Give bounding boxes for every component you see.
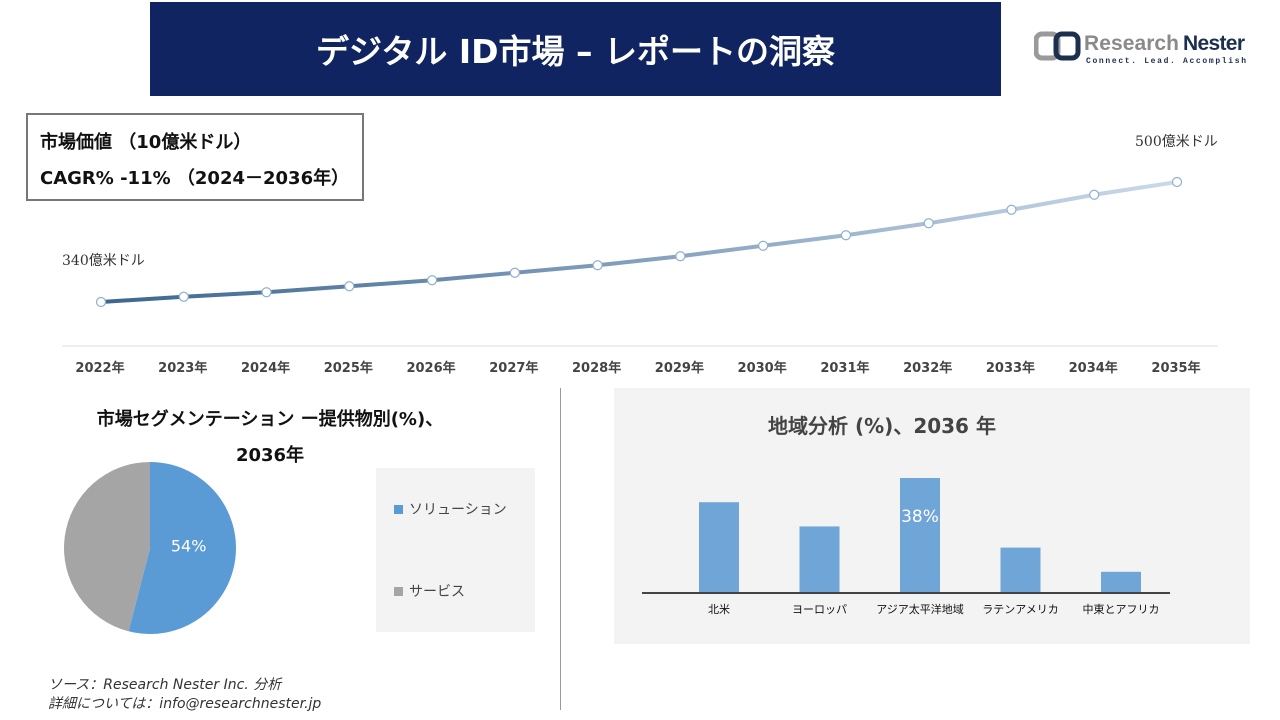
data-point [1006, 204, 1017, 215]
bar-chart: 北米 ヨーロッパ 38% アジア太平洋地域 ラテンアメリカ 中東とアフリカ [642, 478, 1170, 616]
x-tick-label: 2033年 [986, 360, 1035, 376]
bar [1000, 547, 1041, 593]
legend-item-solution: ソリューション [394, 499, 507, 519]
x-tick-label: 2022年 [75, 360, 124, 376]
bar [1101, 571, 1141, 593]
x-tick-label: 2029年 [655, 360, 704, 376]
series-line [100, 180, 1178, 304]
source-line: ソース：Research Nester Inc. 分析 [48, 677, 282, 693]
page-title: デジタル ID市場 – レポートの洞察 [150, 2, 1001, 96]
legend-item-service: サービス [394, 581, 465, 601]
bar-data-label: 38% [901, 507, 939, 527]
data-point [344, 281, 355, 292]
legend-swatch [394, 586, 403, 596]
x-tick-label: 2031年 [820, 360, 869, 376]
end-value-label: 500億米ドル [1135, 134, 1218, 150]
bar [799, 526, 840, 593]
data-point [1171, 176, 1183, 188]
x-tick-label: 2035年 [1151, 360, 1200, 376]
x-tick-label: 2030年 [738, 360, 787, 376]
data-point [923, 218, 934, 229]
contact-line: 詳細については：info@researchnester.jp [48, 696, 322, 712]
data-point [261, 287, 272, 298]
x-tick-label: ラテンアメリカ [982, 603, 1058, 616]
logo: Research Nester Connect. Lead. Accomplis… [1033, 28, 1254, 68]
line-chart: 2022年 2023年 2024年 2025年 2026年 2027年 2028年 2029年… [62, 176, 1218, 376]
x-tick-label: 北米 [708, 603, 730, 616]
pie-title-line1: 市場セグメンテーション ー提供物別(%)、 [96, 409, 444, 430]
data-point [1089, 189, 1100, 200]
x-tick-label: 2025年 [324, 360, 373, 376]
source: ソース：Research Nester Inc. 分析 詳細については：info… [48, 676, 321, 714]
x-tick-label: 2024年 [241, 360, 290, 376]
logo-mark-icon: Research Nester Connect. Lead. Accomplis… [1033, 31, 1246, 66]
x-tick-label: 中東とアフリカ [1083, 603, 1160, 616]
market-value-label: 市場価値 （10億米ドル） [40, 132, 252, 153]
legend-label: ソリューション [409, 502, 507, 518]
x-tick-label: 2023年 [158, 360, 207, 376]
pie-chart: 54% [63, 462, 236, 634]
bar-title: 地域分析 (%)、2036 年 [768, 414, 996, 438]
svg-text:Connect. Lead. Accomplish: Connect. Lead. Accomplish [1086, 57, 1246, 66]
data-point [675, 251, 686, 262]
data-point [178, 291, 189, 302]
data-point [426, 275, 438, 286]
divider [560, 388, 561, 710]
pie-data-label: 54% [171, 536, 207, 555]
data-point [758, 240, 769, 251]
x-tick-label: 2027年 [489, 360, 538, 376]
x-tick-label: 2032年 [903, 360, 952, 376]
bar [699, 502, 739, 593]
data-point [95, 296, 107, 308]
x-tick-label: 2034年 [1069, 360, 1118, 376]
start-value-label: 340億米ドル [62, 253, 145, 269]
legend-label: サービス [409, 584, 465, 600]
bar [900, 478, 940, 593]
pie-slice [63, 462, 150, 632]
data-point [509, 267, 520, 278]
cagr-label: CAGR% -11% （2024－2036年） [40, 168, 350, 189]
x-tick-label: アジア太平洋地域 [876, 602, 964, 616]
pie-title: 市場セグメンテーション ー提供物別(%)、 2036年 [40, 402, 500, 474]
data-point [592, 260, 603, 271]
info-box: 市場価値 （10億米ドル） CAGR% -11% （2024－2036年） [26, 113, 364, 201]
x-tick-label: 2028年 [572, 360, 621, 376]
data-point [840, 230, 852, 241]
svg-text:Nester: Nester [1183, 32, 1245, 55]
x-tick-label: 2026年 [406, 360, 455, 376]
legend-swatch [394, 504, 403, 514]
x-tick-label: ヨーロッパ [792, 603, 847, 616]
pie-title-line2: 2036年 [235, 445, 305, 466]
pie-legend: ソリューション サービス [376, 468, 535, 632]
svg-text:Research: Research [1084, 32, 1179, 55]
pie-slice [128, 462, 236, 634]
